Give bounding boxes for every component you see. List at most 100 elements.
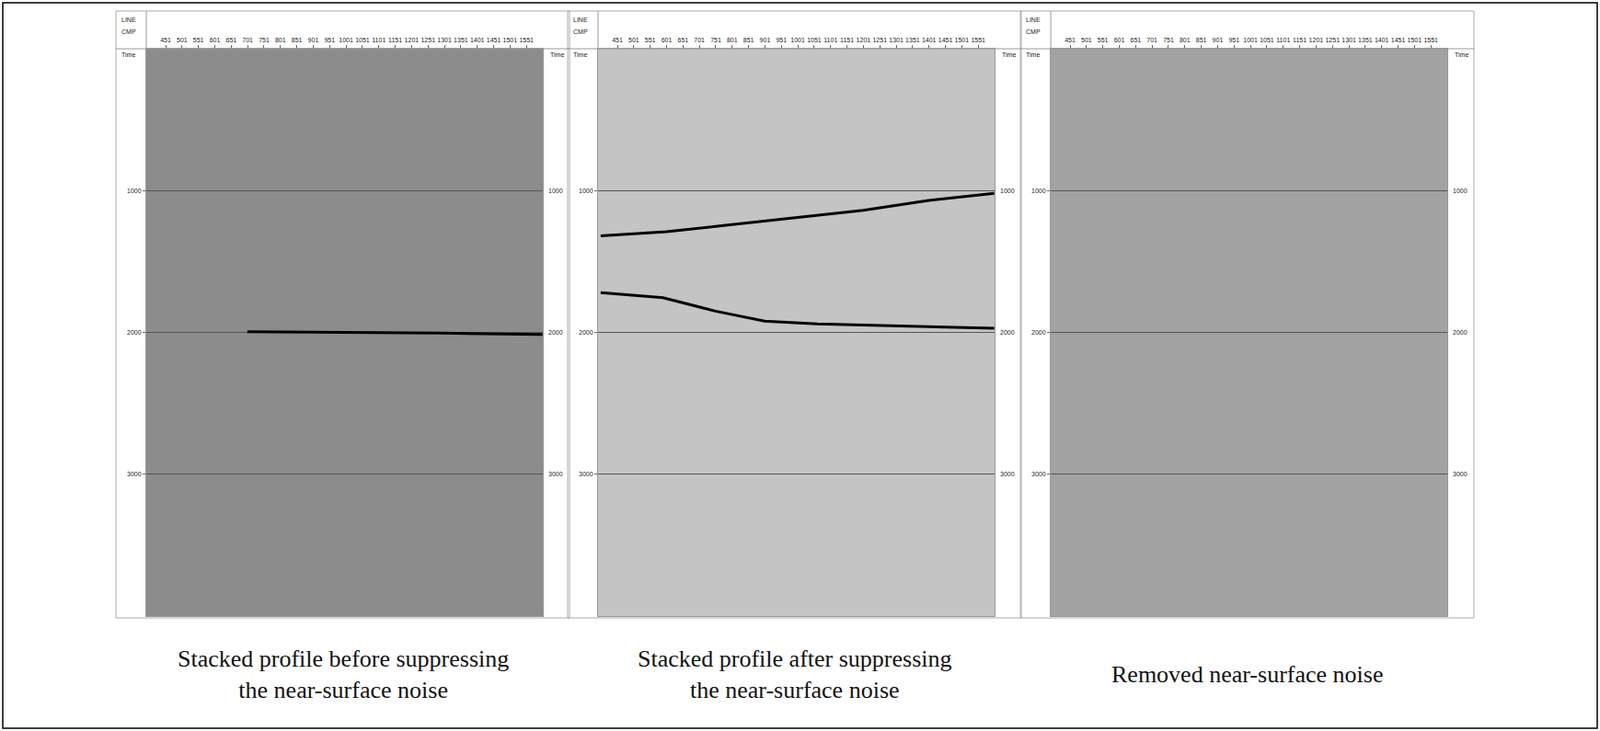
svg-text:751: 751 [1162, 36, 1175, 44]
svg-text:Time: Time [1001, 51, 1016, 58]
svg-text:1251: 1251 [1324, 36, 1340, 44]
svg-text:1551: 1551 [1423, 36, 1439, 44]
svg-text:3000: 3000 [1000, 471, 1015, 478]
svg-text:Time: Time [550, 51, 565, 58]
svg-text:1301: 1301 [888, 36, 904, 44]
svg-text:1101: 1101 [371, 36, 386, 44]
svg-text:1000: 1000 [548, 187, 564, 195]
svg-text:1551: 1551 [518, 36, 534, 44]
svg-text:2000: 2000 [126, 329, 142, 336]
svg-text:Stacked profile before suppres: Stacked profile before suppressingthe ne… [177, 645, 509, 704]
svg-text:1201: 1201 [404, 36, 420, 44]
svg-text:1451: 1451 [938, 36, 954, 44]
svg-text:651: 651 [225, 36, 237, 44]
svg-text:1501: 1501 [955, 36, 970, 44]
svg-text:901: 901 [1212, 36, 1224, 44]
svg-text:3000: 3000 [578, 471, 594, 478]
svg-text:1051: 1051 [806, 36, 822, 44]
svg-text:1001: 1001 [1243, 36, 1258, 44]
svg-text:1501: 1501 [1407, 36, 1423, 44]
svg-text:1000: 1000 [578, 187, 594, 195]
svg-text:801: 801 [1179, 36, 1191, 44]
svg-text:3000: 3000 [1031, 471, 1047, 478]
svg-text:1101: 1101 [823, 36, 838, 44]
svg-text:LINE: LINE [1025, 16, 1041, 24]
svg-text:651: 651 [1129, 36, 1141, 44]
svg-text:1351: 1351 [453, 36, 469, 44]
svg-text:1551: 1551 [970, 36, 986, 44]
svg-text:751: 751 [258, 36, 270, 44]
svg-text:801: 801 [275, 36, 287, 44]
svg-text:2000: 2000 [1031, 329, 1047, 336]
svg-text:Time: Time [1454, 51, 1469, 58]
svg-text:851: 851 [743, 36, 755, 44]
svg-text:951: 951 [1228, 36, 1240, 44]
svg-text:1201: 1201 [856, 36, 872, 44]
svg-text:901: 901 [759, 36, 772, 44]
svg-text:Removed near-surface noise: Removed near-surface noise [1111, 661, 1383, 689]
svg-text:1001: 1001 [338, 36, 354, 44]
svg-text:2000: 2000 [578, 329, 594, 336]
svg-text:551: 551 [644, 36, 657, 44]
svg-text:651: 651 [677, 36, 689, 44]
svg-text:701: 701 [693, 36, 705, 44]
svg-text:451: 451 [1064, 36, 1076, 44]
svg-text:LINE: LINE [573, 16, 588, 24]
svg-text:701: 701 [241, 36, 254, 44]
svg-text:2000: 2000 [548, 329, 564, 336]
svg-text:1401: 1401 [1374, 36, 1390, 44]
svg-text:1301: 1301 [1341, 36, 1357, 44]
svg-text:1501: 1501 [503, 36, 518, 44]
svg-text:501: 501 [628, 36, 640, 44]
svg-text:1000: 1000 [1452, 187, 1468, 195]
svg-text:2000: 2000 [1452, 329, 1468, 336]
svg-text:601: 601 [661, 36, 673, 44]
svg-text:LINE: LINE [121, 16, 137, 24]
svg-text:601: 601 [1114, 36, 1126, 44]
svg-text:Stacked profile after suppress: Stacked profile after suppressingthe nea… [637, 645, 953, 704]
svg-text:Time: Time [121, 51, 136, 58]
svg-text:Time: Time [1025, 51, 1040, 58]
svg-text:3000: 3000 [1452, 471, 1468, 478]
svg-text:1000: 1000 [1000, 187, 1015, 195]
svg-text:1301: 1301 [437, 36, 452, 44]
svg-text:1101: 1101 [1276, 36, 1290, 44]
svg-text:1151: 1151 [1292, 36, 1307, 44]
svg-text:1451: 1451 [1391, 36, 1406, 44]
svg-text:1000: 1000 [1031, 187, 1047, 195]
svg-text:1151: 1151 [840, 36, 854, 44]
svg-text:CMP: CMP [121, 28, 137, 35]
svg-text:1151: 1151 [388, 36, 403, 44]
svg-text:451: 451 [160, 36, 172, 44]
svg-text:851: 851 [1196, 36, 1208, 44]
svg-text:601: 601 [209, 36, 221, 44]
svg-text:1001: 1001 [790, 36, 806, 44]
svg-text:951: 951 [775, 36, 787, 44]
svg-text:1201: 1201 [1309, 36, 1324, 44]
svg-text:Time: Time [573, 51, 588, 58]
svg-text:551: 551 [193, 36, 205, 44]
svg-text:1051: 1051 [1259, 36, 1275, 44]
svg-text:951: 951 [323, 36, 335, 44]
svg-text:3000: 3000 [548, 471, 564, 478]
svg-text:1451: 1451 [486, 36, 502, 44]
svg-text:801: 801 [726, 36, 738, 44]
svg-text:CMP: CMP [1025, 28, 1041, 35]
svg-text:CMP: CMP [573, 28, 588, 35]
svg-text:501: 501 [176, 36, 188, 44]
svg-text:751: 751 [710, 36, 722, 44]
svg-text:501: 501 [1081, 36, 1093, 44]
svg-text:901: 901 [308, 36, 320, 44]
svg-text:451: 451 [611, 36, 623, 44]
svg-text:551: 551 [1097, 36, 1109, 44]
svg-text:701: 701 [1146, 36, 1158, 44]
svg-text:1401: 1401 [470, 36, 485, 44]
svg-text:1000: 1000 [126, 187, 142, 195]
svg-text:1051: 1051 [355, 36, 370, 44]
svg-text:1351: 1351 [905, 36, 921, 44]
svg-text:1401: 1401 [921, 36, 937, 44]
svg-text:1351: 1351 [1358, 36, 1373, 44]
svg-text:851: 851 [291, 36, 303, 44]
svg-text:2000: 2000 [1000, 329, 1015, 336]
svg-text:3000: 3000 [126, 471, 142, 478]
